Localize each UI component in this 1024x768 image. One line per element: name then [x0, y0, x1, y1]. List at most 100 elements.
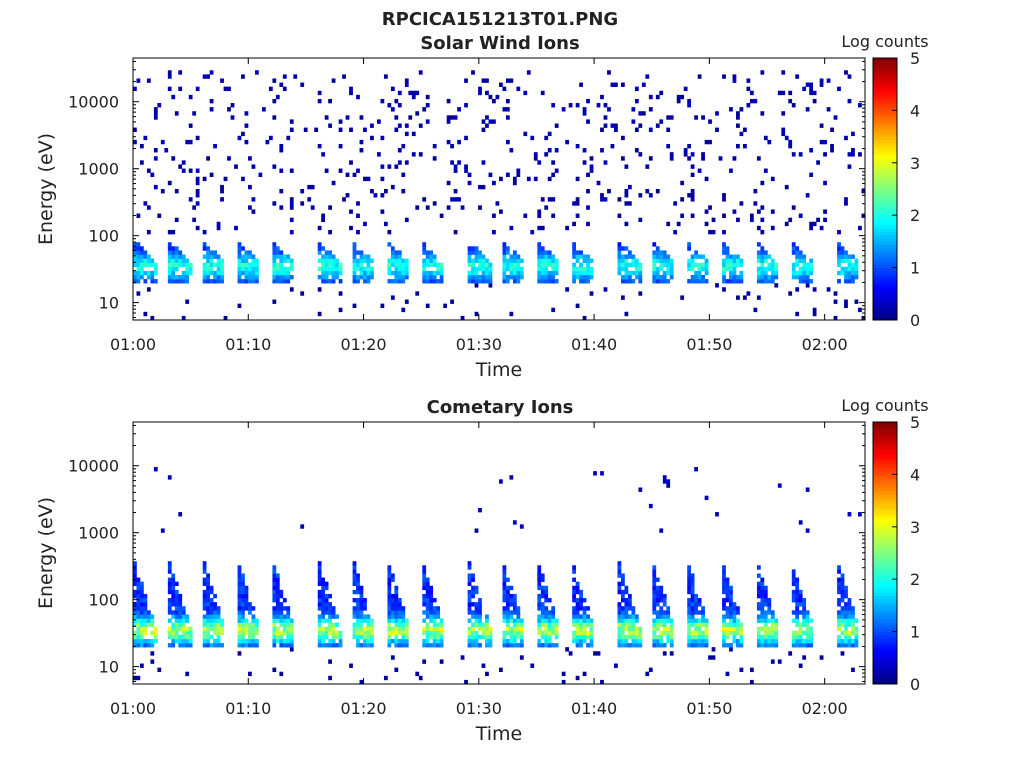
spectrogram-cell — [749, 98, 754, 104]
spectrogram-cell — [502, 634, 507, 640]
spectrogram-cell — [798, 598, 803, 603]
spectrogram-cell — [394, 638, 399, 644]
spectrogram-cell — [370, 626, 374, 632]
spectrogram-cell — [662, 630, 667, 636]
spectrogram-cell — [209, 589, 214, 595]
spectrogram-cell — [202, 618, 207, 623]
spectrogram-cell — [781, 127, 786, 132]
spectrogram-cell — [791, 630, 796, 636]
spectrogram-cell — [324, 643, 329, 648]
spectrogram-cell — [537, 565, 542, 570]
spectrogram-cell — [453, 189, 458, 194]
spectrogram-cell — [627, 630, 632, 636]
colorbar-segment — [873, 562, 897, 567]
spectrogram-cell — [760, 266, 765, 272]
spectrogram-cell — [694, 610, 698, 615]
spectrogram-cell — [317, 626, 322, 632]
spectrogram-cell — [781, 131, 786, 137]
spectrogram-cell — [286, 643, 291, 648]
spectrogram-cell — [697, 279, 702, 284]
spectrogram-cell — [136, 622, 141, 627]
spectrogram-cell — [837, 86, 841, 92]
spectrogram-cell — [631, 614, 636, 619]
spectrogram-cell — [554, 279, 559, 284]
spectrogram-cell — [722, 250, 726, 255]
spectrogram-cell — [502, 606, 507, 611]
spectrogram-cell — [446, 98, 451, 104]
spectrogram-cell — [390, 577, 395, 582]
spectrogram-cell — [690, 598, 695, 603]
spectrogram-cell — [167, 577, 172, 582]
spectrogram-cell — [241, 254, 245, 259]
spectrogram-cell — [415, 291, 420, 296]
colorbar-segment — [873, 641, 897, 646]
spectrogram-cell — [617, 242, 622, 247]
spectrogram-cell — [851, 638, 855, 644]
spectrogram-cell — [248, 184, 252, 190]
spectrogram-cell — [171, 630, 176, 636]
spectrogram-cell — [851, 254, 855, 259]
spectrogram-cell — [770, 270, 775, 276]
spectrogram-cell — [802, 614, 807, 619]
spectrogram-cell — [586, 279, 590, 284]
spectrogram-cell — [411, 131, 416, 137]
spectrogram-cell — [687, 622, 692, 627]
spectrogram-cell — [847, 618, 852, 623]
spectrogram-cell — [819, 123, 824, 128]
spectrogram-cell — [551, 160, 556, 165]
spectrogram-cell — [202, 626, 207, 632]
spectrogram-cell — [321, 618, 326, 623]
spectrogram-cell — [220, 270, 224, 276]
spectrogram-cell — [474, 585, 479, 591]
spectrogram-cell — [244, 643, 249, 648]
spectrogram-cell — [356, 577, 360, 582]
spectrogram-cell — [248, 156, 252, 161]
spectrogram-cell — [812, 221, 817, 227]
spectrogram-cell — [638, 217, 643, 223]
spectrogram-cell — [289, 638, 294, 644]
spectrogram-cell — [279, 618, 284, 623]
spectrogram-cell — [847, 622, 852, 627]
spectrogram-cell — [387, 598, 392, 603]
spectrogram-cell — [363, 638, 367, 644]
spectrogram-cell — [732, 156, 737, 161]
spectrogram-cell — [645, 74, 650, 79]
spectrogram-cell — [275, 630, 280, 636]
spectrogram-cell — [690, 622, 695, 627]
spectrogram-cell — [767, 610, 772, 615]
spectrogram-cell — [861, 315, 866, 321]
spectrogram-cell — [603, 287, 608, 292]
spectrogram-cell — [802, 598, 807, 603]
spectrogram-cell — [478, 86, 482, 92]
spectrogram-cell — [505, 98, 510, 104]
spectrogram-cell — [213, 626, 217, 632]
spectrogram-cell — [397, 610, 402, 615]
spectrogram-cell — [572, 274, 576, 280]
spectrogram-cell — [837, 581, 841, 587]
spectrogram-cell — [729, 274, 733, 280]
spectrogram-cell — [464, 168, 468, 173]
spectrogram-cell — [687, 643, 692, 648]
spectrogram-cell — [729, 266, 733, 272]
spectrogram-cell — [394, 127, 399, 132]
spectrogram-cell — [317, 581, 322, 587]
spectrogram-cell — [575, 258, 580, 263]
colorbar-segment — [873, 566, 897, 570]
spectrogram-cell — [363, 643, 367, 648]
spectrogram-cell — [805, 638, 810, 644]
spectrogram-cell — [537, 258, 542, 263]
spectrogram-cell — [478, 184, 482, 190]
spectrogram-cell — [739, 634, 744, 640]
colorbar-segment — [873, 179, 897, 183]
spectrogram-cell — [777, 483, 782, 488]
spectrogram-cell — [432, 270, 437, 276]
spectrogram-cell — [840, 598, 845, 603]
spectrogram-cell — [530, 229, 535, 235]
spectrogram-cell — [390, 618, 395, 623]
spectrogram-cell — [279, 82, 284, 87]
spectrogram-cell — [798, 274, 803, 280]
colorbar-segment — [873, 61, 897, 65]
spectrogram-cell — [694, 274, 698, 280]
spectrogram-cell — [324, 618, 329, 623]
spectrogram-cell — [851, 274, 855, 280]
